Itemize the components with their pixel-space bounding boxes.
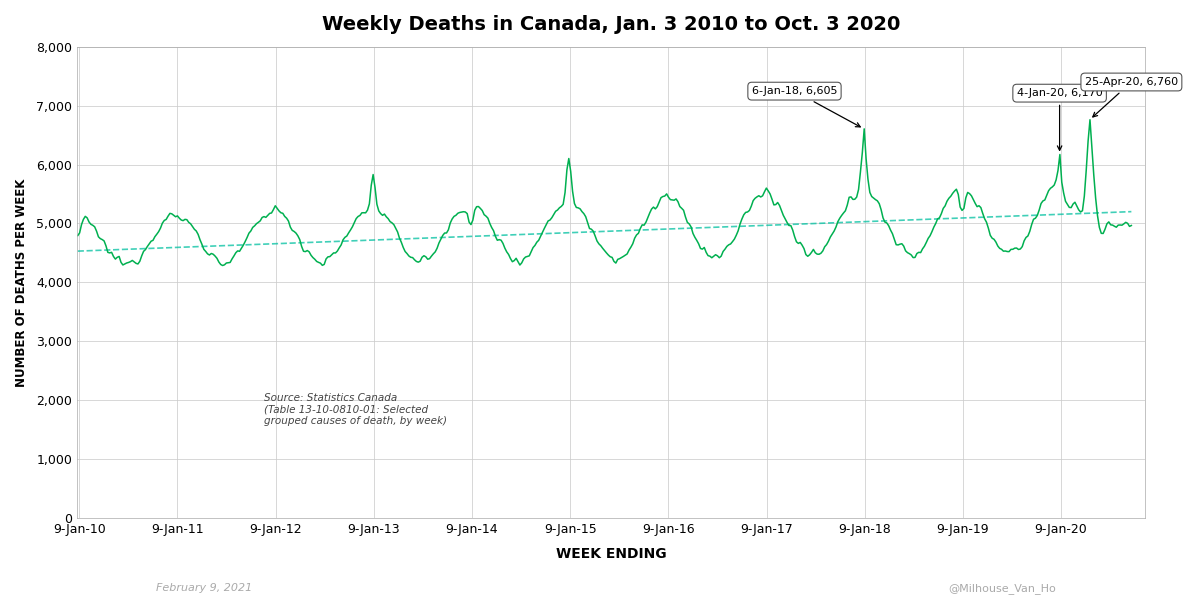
Text: Source: Statistics Canada
(Table 13-10-0810-01: Selected
grouped causes of death: Source: Statistics Canada (Table 13-10-0…	[264, 393, 446, 427]
Y-axis label: NUMBER OF DEATHS PER WEEK: NUMBER OF DEATHS PER WEEK	[14, 178, 28, 386]
Text: 25-Apr-20, 6,760: 25-Apr-20, 6,760	[1085, 77, 1178, 117]
Text: February 9, 2021: February 9, 2021	[156, 583, 252, 593]
Text: 6-Jan-18, 6,605: 6-Jan-18, 6,605	[751, 86, 860, 127]
Title: Weekly Deaths in Canada, Jan. 3 2010 to Oct. 3 2020: Weekly Deaths in Canada, Jan. 3 2010 to …	[322, 15, 900, 34]
Text: 4-Jan-20, 6,170: 4-Jan-20, 6,170	[1016, 88, 1103, 151]
X-axis label: WEEK ENDING: WEEK ENDING	[556, 547, 666, 561]
Text: @Milhouse_Van_Ho: @Milhouse_Van_Ho	[948, 583, 1056, 594]
